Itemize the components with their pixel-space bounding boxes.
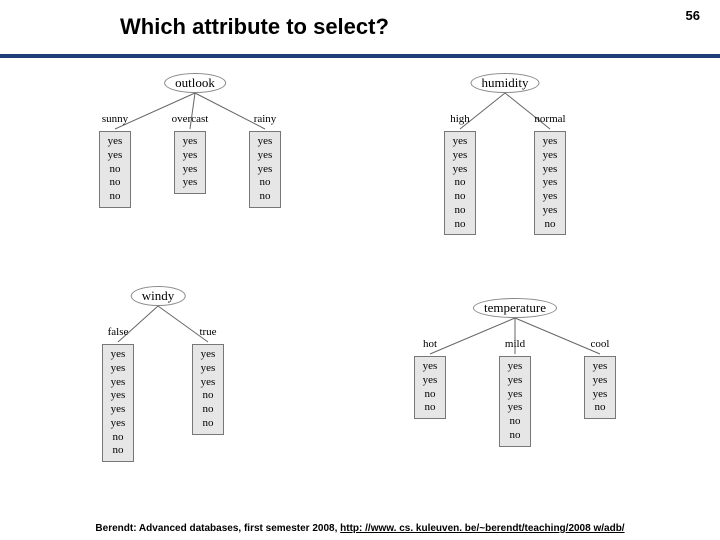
leaf-value: yes xyxy=(106,149,124,163)
leaf-value: yes xyxy=(541,163,559,177)
diagram-canvas: outlooksunnyyesyesnononoovercastyesyesye… xyxy=(0,58,720,510)
edge-label: hot xyxy=(423,338,437,350)
leaf-value: yes xyxy=(421,374,439,388)
edge-label: false xyxy=(108,326,129,338)
edge-label: rainy xyxy=(254,113,277,125)
leaf-value: yes xyxy=(199,362,217,376)
leaf-value: no xyxy=(451,204,469,218)
leaf-value: no xyxy=(506,429,524,443)
edge-label: overcast xyxy=(172,113,209,125)
leaf-box: yesyesyesyesyesyesno xyxy=(534,131,566,235)
leaf-value: yes xyxy=(541,135,559,149)
page-title: Which attribute to select? xyxy=(120,14,720,40)
leaf-value: yes xyxy=(109,403,127,417)
root-node: humidity xyxy=(471,73,540,93)
leaf-value: no xyxy=(106,176,124,190)
leaf-box: yesyesnono xyxy=(414,356,446,419)
leaf-box: yesyesyesnononono xyxy=(444,131,476,235)
leaf-box: yesyesyesnono xyxy=(249,131,281,208)
leaf-value: yes xyxy=(181,135,199,149)
leaf-value: no xyxy=(106,163,124,177)
edge-label: true xyxy=(199,326,216,338)
edge-label: high xyxy=(450,113,470,125)
leaf-box: yesyesnonono xyxy=(99,131,131,208)
leaf-value: yes xyxy=(109,389,127,403)
leaf-value: yes xyxy=(199,348,217,362)
leaf-value: yes xyxy=(199,376,217,390)
tree-windy: windyfalseyesyesyesyesyesyesnonotrueyesy… xyxy=(68,286,268,496)
leaf-value: no xyxy=(541,218,559,232)
leaf-value: yes xyxy=(109,348,127,362)
leaf-value: yes xyxy=(506,360,524,374)
leaf-value: yes xyxy=(591,374,609,388)
leaf-value: yes xyxy=(541,204,559,218)
leaf-value: yes xyxy=(541,176,559,190)
tree-humidity: humidityhighyesyesyesnononononormalyesye… xyxy=(405,73,605,263)
leaf-value: no xyxy=(591,401,609,415)
leaf-box: yesyesyesyesyesyesnono xyxy=(102,344,134,462)
leaf-value: no xyxy=(199,417,217,431)
leaf-value: yes xyxy=(591,360,609,374)
leaf-value: yes xyxy=(541,190,559,204)
leaf-box: yesyesyesyesnono xyxy=(499,356,531,447)
leaf-value: no xyxy=(256,176,274,190)
leaf-value: no xyxy=(109,444,127,458)
leaf-value: yes xyxy=(451,135,469,149)
leaf-value: yes xyxy=(451,163,469,177)
leaf-value: yes xyxy=(506,374,524,388)
edge-label: sunny xyxy=(102,113,128,125)
tree-temperature: temperaturehotyesyesnonomildyesyesyesyes… xyxy=(380,298,650,498)
leaf-value: no xyxy=(421,401,439,415)
leaf-value: yes xyxy=(109,362,127,376)
leaf-value: no xyxy=(199,389,217,403)
leaf-value: no xyxy=(506,415,524,429)
leaf-value: yes xyxy=(506,388,524,402)
tree-outlook: outlooksunnyyesyesnononoovercastyesyesye… xyxy=(70,73,320,248)
tree-edges xyxy=(405,73,605,263)
edge-label: normal xyxy=(534,113,565,125)
edge-label: mild xyxy=(505,338,525,350)
root-node: windy xyxy=(131,286,186,306)
page-number: 56 xyxy=(686,8,700,23)
leaf-value: no xyxy=(451,176,469,190)
leaf-value: yes xyxy=(591,388,609,402)
footer-citation: Berendt: Advanced databases, first semes… xyxy=(0,523,720,534)
leaf-value: no xyxy=(421,388,439,402)
leaf-value: yes xyxy=(106,135,124,149)
footer-prefix: Berendt: Advanced databases, first semes… xyxy=(95,523,340,534)
leaf-value: yes xyxy=(506,401,524,415)
leaf-value: yes xyxy=(181,149,199,163)
leaf-value: yes xyxy=(256,149,274,163)
leaf-value: no xyxy=(199,403,217,417)
leaf-value: yes xyxy=(256,135,274,149)
leaf-value: yes xyxy=(181,176,199,190)
leaf-value: yes xyxy=(181,163,199,177)
leaf-box: yesyesyesnonono xyxy=(192,344,224,435)
root-node: temperature xyxy=(473,298,557,318)
leaf-value: no xyxy=(256,190,274,204)
tree-edges xyxy=(68,286,268,496)
leaf-value: no xyxy=(109,431,127,445)
slide-header: Which attribute to select? 56 xyxy=(0,0,720,50)
leaf-value: yes xyxy=(541,149,559,163)
leaf-value: yes xyxy=(451,149,469,163)
leaf-value: no xyxy=(106,190,124,204)
leaf-value: yes xyxy=(109,376,127,390)
leaf-value: no xyxy=(451,218,469,232)
root-node: outlook xyxy=(164,73,226,93)
leaf-box: yesyesyesno xyxy=(584,356,616,419)
footer-link[interactable]: http: //www. cs. kuleuven. be/~berendt/t… xyxy=(340,523,624,534)
leaf-value: yes xyxy=(256,163,274,177)
leaf-value: no xyxy=(451,190,469,204)
leaf-value: yes xyxy=(109,417,127,431)
leaf-value: yes xyxy=(421,360,439,374)
leaf-box: yesyesyesyes xyxy=(174,131,206,194)
edge-label: cool xyxy=(591,338,610,350)
